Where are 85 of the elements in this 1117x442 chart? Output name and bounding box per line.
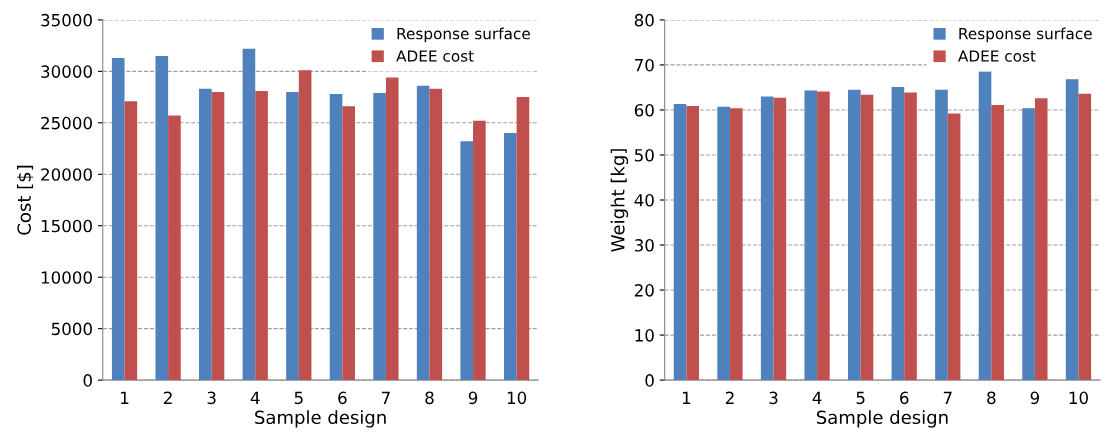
y-axis-title: Cost [$] bbox=[16, 165, 34, 235]
y-axis-title: Weight [kg] bbox=[610, 149, 629, 252]
legend-label: Response surface bbox=[959, 27, 1092, 43]
y-tick-label: 30 bbox=[634, 239, 654, 252]
bar bbox=[111, 57, 125, 381]
x-tick-label: 8 bbox=[987, 391, 996, 405]
y-tick-label: 10 bbox=[635, 329, 654, 342]
y-tick-label: 80 bbox=[634, 13, 654, 27]
x-tick-label: 8 bbox=[425, 391, 434, 405]
y-tick-label: 20000 bbox=[41, 168, 92, 181]
x-tick-label: 9 bbox=[468, 391, 478, 405]
bar bbox=[817, 91, 830, 381]
x-tick-label: 6 bbox=[900, 391, 909, 405]
x-axis-title: Sample design bbox=[816, 410, 948, 428]
x-tick-label: 5 bbox=[294, 391, 303, 405]
bar bbox=[255, 90, 268, 381]
bar bbox=[124, 101, 138, 381]
y-tick-label: 15000 bbox=[41, 219, 92, 233]
bar bbox=[155, 55, 169, 381]
bar bbox=[729, 108, 743, 381]
bar bbox=[242, 48, 256, 381]
bar bbox=[935, 89, 948, 381]
bar bbox=[891, 86, 905, 381]
bar bbox=[199, 88, 212, 381]
legend-label: ADEE cost bbox=[396, 50, 474, 62]
x-tick-label: 4 bbox=[250, 391, 260, 404]
bar bbox=[1065, 79, 1079, 381]
bar bbox=[673, 104, 687, 381]
bar bbox=[342, 106, 355, 381]
bar bbox=[860, 94, 874, 381]
x-tick-label: 6 bbox=[338, 391, 347, 405]
bar bbox=[298, 70, 312, 381]
bar bbox=[1034, 98, 1048, 381]
x-tick-label: 7 bbox=[943, 391, 952, 404]
bar bbox=[385, 77, 399, 381]
y-tick-label: 35000 bbox=[41, 13, 92, 27]
x-tick-label: 9 bbox=[1030, 391, 1040, 405]
bar bbox=[503, 133, 517, 381]
bar bbox=[416, 85, 430, 381]
bar bbox=[904, 92, 917, 381]
y-tick-label: 0 bbox=[645, 374, 654, 387]
bar bbox=[773, 97, 787, 381]
bar bbox=[717, 106, 730, 381]
y-tick-label: 25000 bbox=[41, 116, 92, 130]
bar bbox=[373, 92, 386, 381]
y-tick-label: 70 bbox=[635, 58, 654, 72]
x-tick-label: 7 bbox=[381, 391, 390, 404]
x-tick-label: 10 bbox=[507, 391, 527, 405]
bar bbox=[460, 141, 474, 381]
y-tick-label: 30000 bbox=[41, 65, 92, 78]
bar bbox=[947, 113, 961, 381]
bar bbox=[473, 120, 486, 381]
bar bbox=[429, 88, 443, 381]
bar bbox=[286, 91, 299, 381]
y-tick-label: 40 bbox=[634, 193, 654, 207]
legend-label: Response surface bbox=[397, 27, 530, 43]
bar bbox=[804, 90, 818, 381]
y-tick-label: 60 bbox=[634, 103, 654, 117]
bar bbox=[1078, 93, 1092, 381]
x-tick-label: 2 bbox=[164, 391, 172, 404]
bar bbox=[978, 71, 992, 381]
bar bbox=[1022, 108, 1035, 381]
x-tick-label: 3 bbox=[769, 391, 778, 405]
legend-label: ADEE cost bbox=[958, 50, 1036, 62]
x-tick-label: 1 bbox=[121, 391, 129, 404]
x-axis-title: Sample design bbox=[255, 410, 386, 428]
y-tick-label: 10000 bbox=[41, 271, 92, 284]
bar bbox=[211, 91, 225, 381]
y-tick-label: 5000 bbox=[51, 322, 92, 336]
x-tick-label: 10 bbox=[1069, 391, 1088, 405]
x-tick-label: 2 bbox=[725, 391, 734, 404]
x-tick-label: 5 bbox=[856, 391, 865, 405]
bar bbox=[848, 89, 861, 381]
bar bbox=[516, 97, 530, 381]
y-tick-label: 50 bbox=[634, 148, 654, 162]
bar bbox=[686, 105, 700, 381]
bar bbox=[168, 115, 181, 381]
x-tick-label: 4 bbox=[812, 391, 822, 404]
bar bbox=[991, 104, 1004, 381]
x-tick-label: 1 bbox=[682, 391, 691, 404]
y-tick-label: 20 bbox=[634, 284, 654, 297]
bar bbox=[760, 96, 774, 381]
bar bbox=[329, 93, 343, 381]
y-tick-label: 0 bbox=[83, 374, 92, 387]
x-tick-label: 3 bbox=[207, 391, 216, 405]
